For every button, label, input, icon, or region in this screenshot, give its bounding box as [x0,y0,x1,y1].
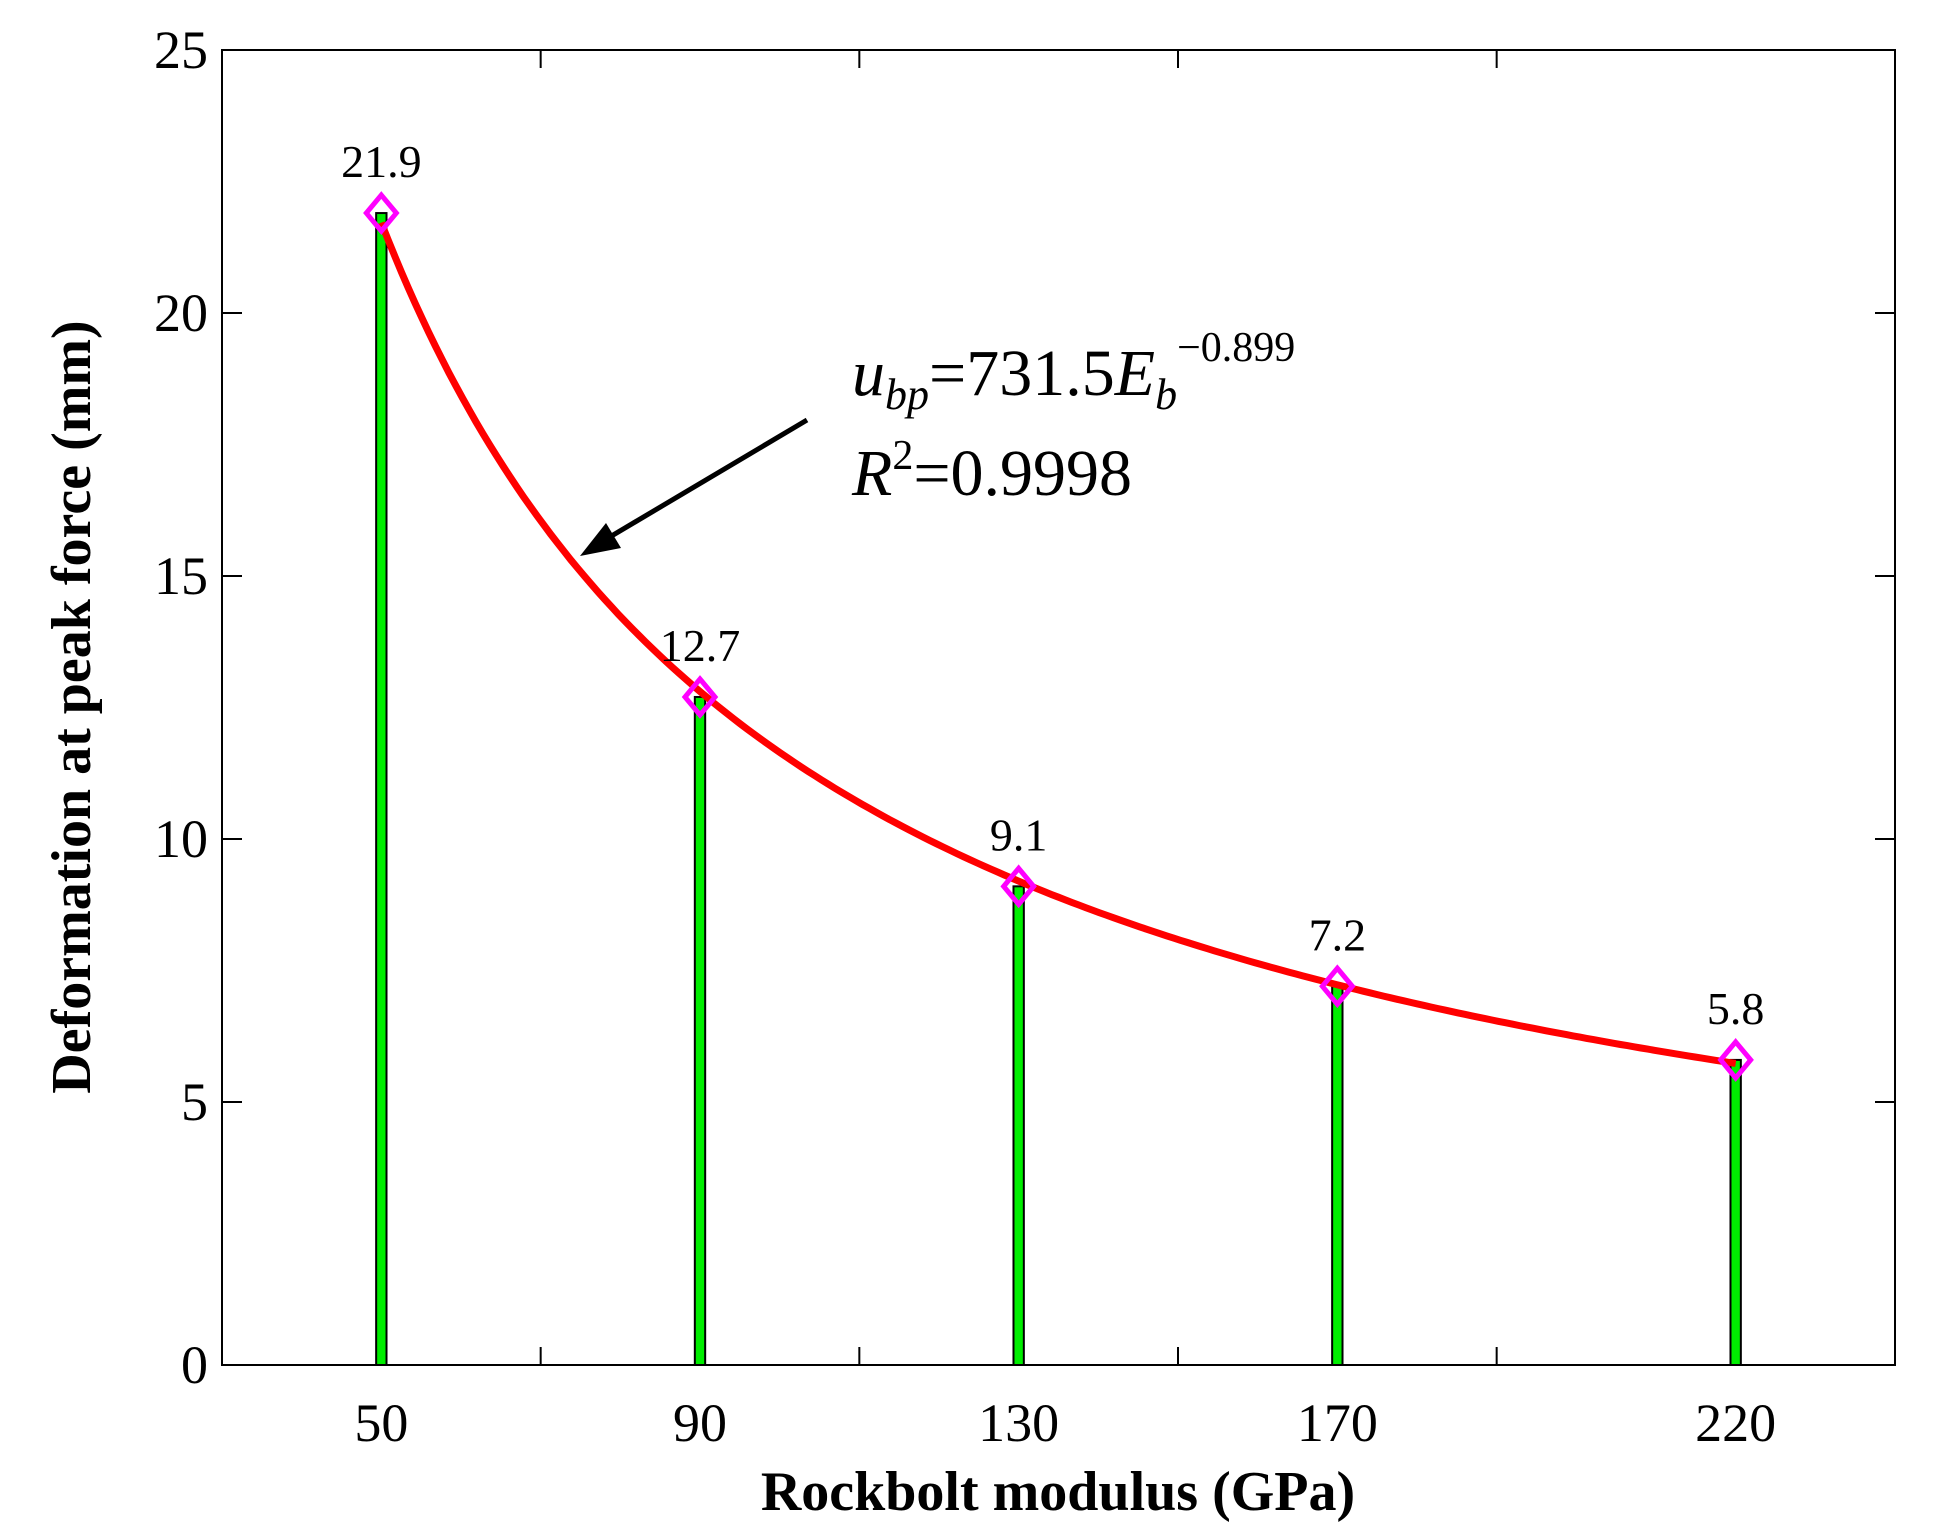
x-tick-label-130: 130 [978,1393,1059,1453]
eq-e: E [1114,337,1155,410]
bars-group [375,212,1742,1367]
eq-var: u [852,337,885,410]
bar-50 [375,212,388,1366]
data-label-220: 5.8 [1707,983,1765,1034]
y-tick-label-5: 5 [181,1072,208,1132]
bar-130 [1012,885,1025,1367]
y-tick-label-10: 10 [154,809,208,869]
y-axis: 0 5 10 15 20 25 [154,20,1895,1395]
eq-e-sub: b [1155,370,1177,419]
fit-curve [378,221,1737,1067]
eq-exp: −0.899 [1177,325,1295,371]
r2-val: =0.9998 [913,437,1132,510]
data-label-130: 9.1 [990,809,1048,860]
bar-170 [1331,985,1344,1367]
marker-130 [1000,864,1037,909]
x-tick-label-90: 90 [673,1393,727,1453]
y-tick-label-0: 0 [181,1335,208,1395]
marker-50 [363,191,400,235]
marker-90 [681,675,719,719]
eq-mid: =731.5 [929,337,1115,410]
marker-170 [1319,964,1356,1009]
y-tick-label-15: 15 [154,546,208,606]
x-axis-title: Rockbolt modulus (GPa) [761,1461,1355,1523]
annotation-arrow-head [580,523,621,556]
data-labels-group: 21.9 12.7 9.1 7.2 5.8 [341,136,1764,1034]
fit-equation: ubp=731.5Eb−0.899 [852,325,1295,419]
x-axis: 50 90 130 170 220 [221,50,1896,1453]
x-tick-label-50: 50 [354,1393,408,1453]
bar-90 [693,695,707,1366]
y-tick-label-20: 20 [154,283,208,343]
x-tick-label-170: 170 [1297,1393,1378,1453]
data-label-90: 12.7 [660,620,741,671]
bar-220 [1729,1058,1742,1367]
plot-frame [221,49,1896,1366]
y-axis-title: Deformation at peak force (mm) [41,320,103,1093]
r-squared: R2=0.9998 [851,433,1132,510]
eq-var-sub: bp [885,370,929,419]
r2-r: R [851,437,892,510]
marker-220 [1717,1038,1754,1082]
markers-group [363,191,1754,1082]
data-label-170: 7.2 [1309,909,1367,960]
y-tick-label-25: 25 [154,20,208,80]
r2-sup: 2 [892,433,913,479]
data-label-50: 21.9 [341,136,422,187]
annotation-arrow-line [596,417,809,547]
x-tick-label-220: 220 [1695,1393,1776,1453]
